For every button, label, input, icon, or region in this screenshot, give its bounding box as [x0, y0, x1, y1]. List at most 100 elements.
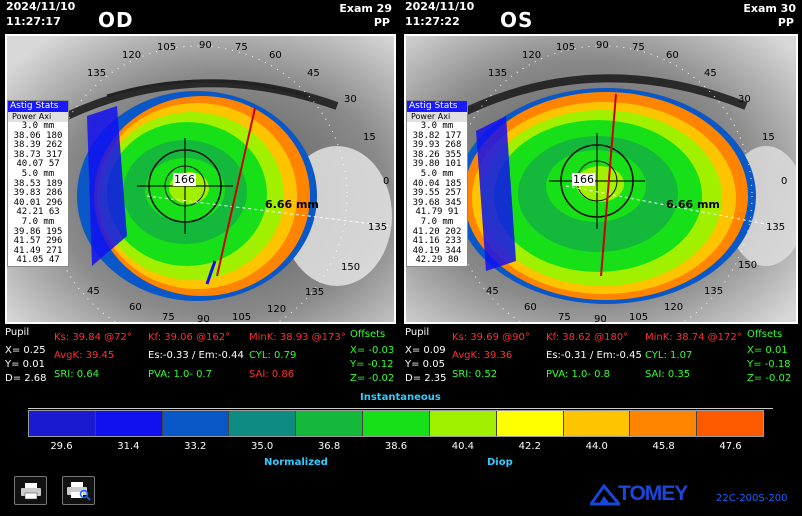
od-astig-line: 41.57 296 — [13, 236, 63, 247]
os-axis-90: 90 — [596, 40, 609, 51]
tomey-brand-text: TOMEY — [618, 482, 688, 505]
os-astig-line: 3.0 mm — [420, 121, 454, 131]
scale-value-label: 42.2 — [518, 441, 541, 452]
od-offset-y: Y= -0.12 — [350, 359, 394, 370]
scale-value-label: 35.0 — [251, 441, 274, 452]
os-axis-105-bottom: 105 — [629, 312, 649, 323]
scale-cell — [697, 411, 763, 436]
os-axis-0: 0 — [781, 176, 788, 187]
od-astig-stats: Astig Stats Power Axi 3.0 mm 38.06 180 3… — [7, 100, 69, 267]
os-astig-line: 7.0 mm — [420, 216, 454, 227]
od-sri: SRI: 0.64 — [54, 369, 100, 380]
od-astig-line: 41.49 271 — [13, 245, 63, 256]
od-sai: SAI: 0.86 — [249, 369, 295, 380]
os-topography-map[interactable]: 135 120 105 90 75 60 45 30 15 0 135 150 … — [404, 34, 798, 324]
od-kf: Kf: 39.06 @162° — [148, 332, 231, 343]
os-astig-line: 38.26 355 — [412, 149, 462, 160]
od-axis-45-bottom: 45 — [87, 286, 100, 297]
os-axis-45: 45 — [704, 68, 717, 79]
os-astig-line: 39.55 257 — [412, 188, 462, 199]
od-astig-header: Power Axi — [8, 112, 68, 122]
od-axis-105-bottom: 105 — [232, 312, 252, 323]
scale-normalized-label: Normalized — [264, 457, 328, 468]
scale-value-label: 47.6 — [719, 441, 742, 452]
model-number: 22C-200S-200 — [716, 493, 788, 504]
os-axis-45-bottom: 45 — [486, 286, 499, 297]
od-axis-120: 120 — [122, 50, 142, 61]
scale-cell — [95, 411, 163, 436]
scale-value-label: 38.6 — [384, 441, 408, 452]
od-astig-line: 40.07 57 — [16, 159, 60, 170]
os-date: 2024/11/10 — [405, 0, 475, 13]
od-pva: PVA: 1.0- 0.7 — [148, 369, 213, 380]
od-axis-90: 90 — [199, 40, 212, 51]
os-axis-30: 30 — [738, 94, 751, 105]
od-pupil-y: Y= 0.01 — [5, 359, 45, 370]
os-offset-x: X= 0.01 — [747, 345, 788, 356]
scale-cell — [630, 411, 698, 436]
os-astig-line: 38.82 177 — [412, 130, 462, 141]
scale-cell — [162, 411, 230, 436]
os-astig-line: 42.29 80 — [415, 255, 459, 266]
os-axis-90-bottom: 90 — [594, 314, 607, 324]
od-side-label: OD — [98, 8, 134, 32]
od-axis-150: 150 — [341, 262, 361, 273]
print-button[interactable] — [14, 476, 47, 505]
os-distance-label: 6.66 mm — [666, 198, 720, 211]
od-axis-135-bottom: 135 — [305, 287, 325, 298]
print-preview-button[interactable] — [62, 476, 95, 505]
os-axis-120-bottom: 120 — [664, 302, 684, 313]
os-axis-angle-label: 166 — [572, 173, 595, 186]
od-axis-135-right: 135 — [368, 222, 388, 233]
od-astig-line: 7.0 mm — [21, 216, 55, 227]
os-indices: Pupil X= 0.09 Y= 0.05 D= 2.35 Ks: 39.69 … — [400, 326, 802, 386]
od-axis-105: 105 — [157, 42, 177, 53]
os-axis-135-top: 135 — [488, 68, 508, 79]
od-axis-60: 60 — [269, 50, 282, 61]
os-offset-z: Z= -0.02 — [747, 373, 792, 384]
os-astig-header: Power Axi — [407, 112, 467, 122]
os-sai: SAI: 0.35 — [645, 369, 691, 380]
os-kf: Kf: 38.62 @180° — [546, 332, 629, 343]
os-axis-105: 105 — [556, 42, 576, 53]
os-mink: MinK: 38.74 @172° — [645, 332, 742, 343]
os-astig-line: 41.79 91 — [415, 207, 459, 218]
od-distance-label: 6.66 mm — [265, 198, 319, 211]
od-offsets-label: Offsets — [350, 329, 386, 340]
od-topography-map[interactable]: 150 135 120 105 90 75 60 45 30 15 0 135 … — [5, 34, 396, 324]
od-axis-135-top: 135 — [87, 68, 107, 79]
od-astig-line: 40.01 296 — [13, 197, 63, 208]
scale-top-line — [28, 408, 773, 409]
od-header: 2024/11/10 11:27:17 OD Exam 29 PP — [0, 0, 400, 34]
os-mode: PP — [777, 16, 794, 29]
os-astig-line: 40.04 185 — [412, 178, 462, 189]
os-astig-line: 5.0 mm — [420, 168, 454, 179]
os-side-label: OS — [500, 8, 534, 32]
scale-unit-label: Diop — [487, 457, 513, 468]
printer-icon — [20, 482, 41, 499]
od-pupil-d: D= 2.68 — [5, 373, 47, 384]
scale-value-label: 45.8 — [652, 441, 675, 452]
scale-cell — [563, 411, 631, 436]
od-astig-title: Astig Stats — [8, 101, 68, 112]
scale-cell — [429, 411, 497, 436]
os-axis-75: 75 — [632, 42, 645, 53]
od-axis-15: 15 — [363, 132, 376, 143]
od-axis-60-bottom: 60 — [129, 302, 142, 313]
os-axis-135-bottom: 135 — [704, 286, 724, 297]
os-cyl: CYL: 1.07 — [645, 350, 693, 361]
od-map-graphic — [7, 36, 394, 322]
tomey-logo-mark — [590, 484, 620, 506]
od-astig-line: 5.0 mm — [21, 168, 55, 179]
os-astig-stats: Astig Stats Power Axi 3.0 mm 38.82 177 3… — [406, 100, 468, 267]
os-astig-line: 40.19 344 — [412, 245, 462, 256]
od-astig-line: 3.0 mm — [21, 121, 55, 131]
od-time: 11:27:17 — [6, 15, 61, 28]
od-es-em: Es:-0.33 / Em:-0.44 — [148, 350, 244, 361]
od-axis-75-bottom: 75 — [162, 312, 175, 323]
od-avgk: AvgK: 39.45 — [54, 350, 115, 361]
scale-cell — [29, 411, 96, 436]
scale-value-label: 29.6 — [50, 441, 73, 452]
od-mink: MinK: 38.93 @173° — [249, 332, 346, 343]
od-astig-line: 38.53 189 — [13, 178, 63, 189]
